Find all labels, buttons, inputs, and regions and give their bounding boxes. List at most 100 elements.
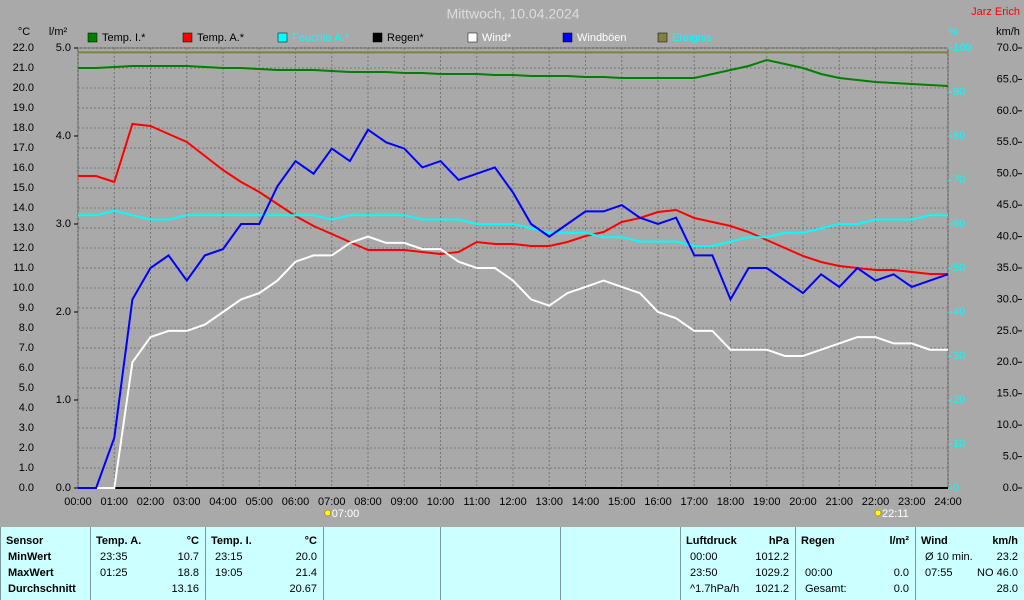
cell-time: 00:00 [690, 551, 718, 563]
x-tick-label: 05:00 [245, 496, 273, 508]
cell-time: 23:35 [100, 551, 128, 563]
x-tick-label: 24:00 [934, 496, 962, 508]
cell-value: 1012.2 [755, 551, 789, 563]
cell-value: 10.7 [177, 551, 199, 563]
x-tick-label: 07:00 [318, 496, 346, 508]
cell-time: Ø 10 min. [925, 551, 973, 563]
x-tick-label: 02:00 [137, 496, 165, 508]
y4-tick-label: 15.0 [997, 388, 1018, 400]
cell-value: 28.0 [996, 583, 1018, 595]
x-tick-label: 03:00 [173, 496, 201, 508]
legend-swatch [87, 32, 98, 43]
y3-tick-label: 40 [953, 306, 965, 318]
legend-swatch [467, 32, 478, 43]
y3-tick-label: 20 [953, 394, 965, 406]
x-tick-label: 12:00 [499, 496, 527, 508]
y3-tick-label: 0 [953, 482, 959, 494]
x-tick-label: 10:00 [427, 496, 455, 508]
annotation: 07:00 [332, 508, 360, 520]
column-border [795, 527, 915, 600]
y4-tick-label: 55.0 [997, 136, 1018, 148]
y-tick-label: 16.0 [13, 162, 34, 174]
y4-tick-label: 40.0 [997, 230, 1018, 242]
column-border [0, 527, 90, 600]
y-tick-label: 11.0 [13, 262, 34, 274]
row-label: MinWert [8, 551, 52, 563]
y2-tick-label: 1.0 [56, 394, 71, 406]
cell-value: 1021.2 [755, 583, 789, 595]
cell-value: 20.0 [295, 551, 317, 563]
x-tick-label: 22:00 [862, 496, 890, 508]
sun-icon [324, 509, 331, 517]
y4-tick-label: 25.0 [997, 325, 1018, 337]
x-tick-label: 00:00 [64, 496, 92, 508]
y-tick-label: 20.0 [13, 82, 34, 94]
y4-tick-label: 70.0 [997, 42, 1018, 54]
cell-value: 20.67 [289, 583, 317, 595]
column-border [680, 527, 795, 600]
x-tick-label: 04:00 [209, 496, 237, 508]
column-border [323, 527, 440, 600]
x-tick-label: 13:00 [535, 496, 563, 508]
header-unit: hPa [768, 535, 789, 547]
summary-table: Sensor Temp. A. °C Temp. I. °C Luftdruck hPa Re… [0, 527, 1024, 600]
y4-tick-label: 0.0 [1003, 482, 1018, 494]
legend-swatch [182, 32, 193, 43]
x-tick-label: 21:00 [825, 496, 853, 508]
y2-tick-label: 3.0 [56, 218, 71, 230]
header: Sensor [6, 535, 44, 547]
y2-tick-label: 2.0 [56, 306, 71, 318]
y-tick-label: 22.0 [13, 42, 34, 54]
cell-value: 13.16 [171, 583, 199, 595]
sun-icon [874, 509, 882, 517]
column-border [915, 527, 1024, 600]
legend-swatch [277, 32, 288, 43]
legend-label: Temp. I.* [102, 32, 146, 44]
y4-tick-label: 50.0 [997, 168, 1018, 180]
x-tick-label: 20:00 [789, 496, 817, 508]
y-tick-label: 12.0 [13, 242, 34, 254]
y-tick-label: 3.0 [19, 422, 34, 434]
legend-label: Ereignis [672, 32, 712, 44]
axis-label: % [948, 26, 958, 38]
header: Temp. I. [211, 535, 252, 547]
column-border [560, 527, 680, 600]
y3-tick-label: 90 [953, 86, 965, 98]
y-tick-label: 14.0 [13, 202, 34, 214]
y-tick-label: 9.0 [19, 302, 34, 314]
y3-tick-label: 100 [953, 42, 971, 54]
y-tick-label: 19.0 [13, 102, 34, 114]
x-tick-label: 09:00 [390, 496, 418, 508]
y-tick-label: 15.0 [13, 182, 34, 194]
y3-tick-label: 10 [953, 438, 965, 450]
legend-swatch [372, 32, 383, 43]
axis-label: l/m² [49, 26, 68, 38]
y3-tick-label: 50 [953, 262, 965, 274]
row-label: Durchschnitt [8, 583, 76, 595]
header: Wind [921, 535, 948, 547]
header: Luftdruck [686, 535, 737, 547]
y-tick-label: 1.0 [19, 462, 34, 474]
header-unit: l/m² [889, 535, 909, 547]
x-tick-label: 11:00 [463, 496, 490, 508]
cell-value: 23.2 [996, 551, 1018, 563]
cell-time: 23:50 [690, 567, 718, 579]
header-unit: °C [186, 535, 199, 547]
x-tick-label: 17:00 [680, 496, 708, 508]
column-border [90, 527, 205, 600]
legend-label: Temp. A.* [197, 32, 245, 44]
cell-time: 07:55 [925, 567, 953, 579]
y-tick-label: 2.0 [19, 442, 34, 454]
author: Jarz Erich [971, 6, 1020, 18]
y-tick-label: 21.0 [13, 62, 34, 74]
series-line [78, 58, 949, 87]
y2-tick-label: 4.0 [56, 130, 71, 142]
series-line [78, 122, 948, 275]
cell-value: 1029.2 [755, 567, 789, 579]
legend-swatch [562, 32, 573, 43]
column-border [440, 527, 560, 600]
x-tick-label: 18:00 [717, 496, 745, 508]
y4-tick-label: 30.0 [997, 293, 1018, 305]
axis-label: km/h [996, 26, 1020, 38]
